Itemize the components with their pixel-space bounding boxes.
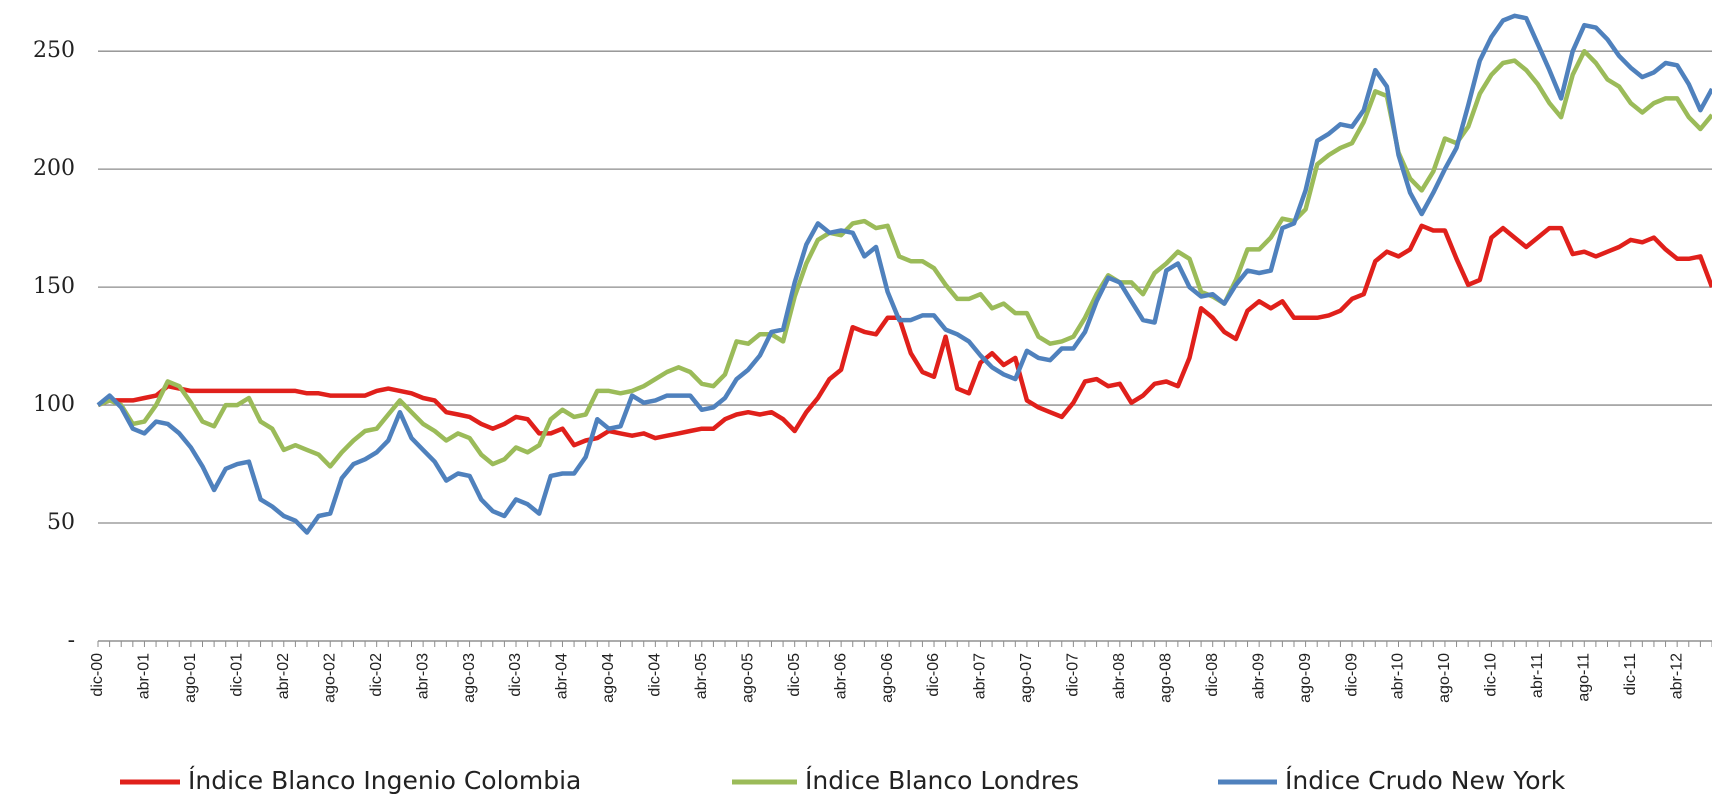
y-tick-label: 150	[33, 274, 75, 299]
x-tick-label: abr-08	[1111, 653, 1128, 699]
legend-label: Índice Blanco Londres	[805, 766, 1079, 795]
x-tick-label: dic-06	[925, 653, 942, 697]
x-tick-label: ago-06	[879, 653, 896, 703]
x-tick-label: ago-10	[1436, 653, 1453, 703]
y-tick-label: 250	[33, 38, 75, 63]
legend-label: Índice Blanco Ingenio Colombia	[188, 766, 581, 795]
x-tick-label: abr-12	[1668, 653, 1685, 699]
x-tick-label: ago-08	[1157, 653, 1174, 703]
series-line	[96, 13, 1712, 535]
series-line	[97, 48, 1712, 469]
legend-label: Índice Crudo New York	[1285, 766, 1566, 795]
x-tick-label: abr-04	[554, 653, 571, 699]
x-tick-label: dic-04	[647, 653, 664, 697]
x-tick-label: dic-05	[786, 653, 803, 697]
x-tick-label: abr-09	[1250, 653, 1267, 699]
x-tick-label: dic-08	[1204, 653, 1221, 697]
x-tick-label: dic-03	[507, 653, 524, 697]
x-tick-label: dic-07	[1065, 653, 1082, 697]
x-tick-label: ago-07	[1018, 653, 1035, 703]
x-tick-label: dic-10	[1483, 653, 1500, 697]
x-tick-label: abr-07	[972, 653, 989, 699]
y-tick-label: -	[68, 628, 75, 653]
x-tick-label: abr-02	[275, 653, 292, 699]
x-tick-label: ago-11	[1575, 653, 1592, 702]
x-tick-label: ago-09	[1297, 653, 1314, 703]
x-tick-label: abr-11	[1529, 653, 1546, 698]
x-tick-label: ago-01	[182, 653, 199, 703]
y-tick-label: 50	[47, 510, 75, 535]
x-tick-label: dic-02	[368, 653, 385, 697]
y-tick-label: 100	[33, 392, 75, 417]
x-tick-label: ago-05	[739, 653, 756, 703]
x-tick-label: dic-00	[89, 653, 106, 697]
x-tick-label: abr-10	[1390, 653, 1407, 699]
y-tick-label: 200	[33, 156, 75, 181]
x-tick-label: abr-01	[136, 653, 153, 699]
x-tick-label: dic-11	[1622, 653, 1639, 695]
x-tick-label: dic-09	[1343, 653, 1360, 697]
x-tick-label: ago-03	[461, 653, 478, 703]
x-tick-label: ago-02	[321, 653, 338, 703]
x-tick-label: abr-06	[832, 653, 849, 699]
x-tick-label: abr-05	[693, 653, 710, 699]
series-line	[97, 223, 1712, 448]
x-tick-label: abr-03	[414, 653, 431, 699]
x-tick-label: ago-04	[600, 653, 617, 703]
x-tick-label: dic-01	[229, 653, 246, 697]
